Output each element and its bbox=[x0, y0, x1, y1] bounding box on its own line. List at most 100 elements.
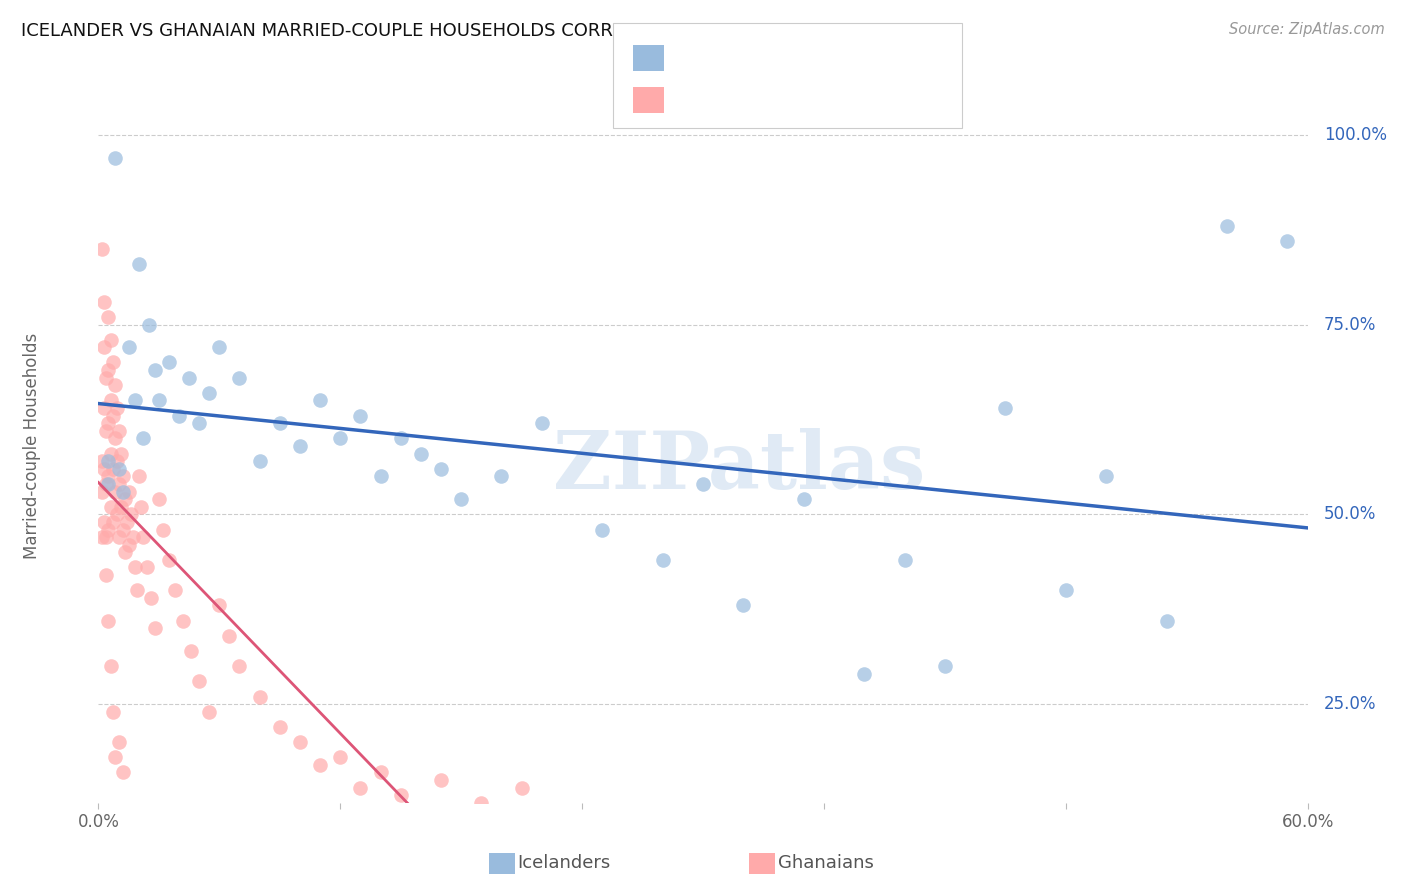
Point bbox=[163, 583, 186, 598]
Point bbox=[269, 720, 291, 734]
Point bbox=[97, 469, 120, 483]
Point bbox=[143, 363, 166, 377]
Point bbox=[111, 765, 134, 780]
Point bbox=[105, 454, 128, 468]
Point bbox=[103, 151, 125, 165]
Point bbox=[188, 674, 211, 689]
Text: R = 0.238: R = 0.238 bbox=[678, 49, 768, 67]
Point bbox=[111, 469, 134, 483]
Point bbox=[114, 492, 136, 507]
Point bbox=[107, 462, 129, 476]
Text: ICELANDER VS GHANAIAN MARRIED-COUPLE HOUSEHOLDS CORRELATION CHART: ICELANDER VS GHANAIAN MARRIED-COUPLE HOU… bbox=[21, 22, 756, 40]
Text: 50.0%: 50.0% bbox=[1323, 506, 1376, 524]
Point bbox=[110, 447, 132, 461]
Point bbox=[143, 621, 166, 635]
Point bbox=[370, 765, 392, 780]
Point bbox=[651, 553, 673, 567]
Point bbox=[101, 355, 124, 369]
Text: R = 0.232: R = 0.232 bbox=[678, 91, 768, 109]
Point bbox=[228, 370, 250, 384]
Text: N = 83: N = 83 bbox=[811, 91, 879, 109]
Point bbox=[470, 796, 492, 810]
Point bbox=[510, 780, 533, 795]
Point bbox=[129, 500, 152, 514]
Point bbox=[107, 424, 129, 438]
Point bbox=[180, 644, 202, 658]
Point bbox=[349, 780, 371, 795]
Point bbox=[97, 454, 120, 468]
Point bbox=[893, 553, 915, 567]
Point bbox=[269, 416, 291, 430]
Point bbox=[349, 409, 371, 423]
Point bbox=[120, 508, 142, 522]
Point bbox=[100, 659, 122, 673]
Point bbox=[128, 257, 150, 271]
Point bbox=[125, 583, 148, 598]
Point bbox=[96, 424, 118, 438]
Point bbox=[100, 447, 122, 461]
Point bbox=[103, 484, 125, 499]
Point bbox=[100, 393, 122, 408]
Point bbox=[288, 735, 311, 749]
Point bbox=[1277, 234, 1299, 248]
Point bbox=[96, 477, 118, 491]
Point bbox=[450, 492, 472, 507]
Point bbox=[132, 431, 155, 445]
Text: N = 46: N = 46 bbox=[811, 49, 879, 67]
Point bbox=[103, 431, 125, 445]
Point bbox=[100, 500, 122, 514]
Text: 100.0%: 100.0% bbox=[1323, 126, 1386, 144]
Point bbox=[198, 385, 221, 400]
Point bbox=[111, 484, 134, 499]
Text: Married-couple Households: Married-couple Households bbox=[22, 333, 41, 559]
Point bbox=[491, 469, 513, 483]
Point bbox=[1054, 583, 1077, 598]
Point bbox=[138, 318, 160, 332]
Point bbox=[93, 340, 115, 354]
Point bbox=[139, 591, 162, 605]
Point bbox=[93, 462, 115, 476]
Point bbox=[115, 515, 138, 529]
Point bbox=[97, 310, 120, 324]
Text: 25.0%: 25.0% bbox=[1323, 695, 1376, 713]
Point bbox=[177, 370, 201, 384]
Text: ZIPatlas: ZIPatlas bbox=[553, 428, 925, 507]
Point bbox=[309, 393, 332, 408]
Point bbox=[100, 333, 122, 347]
Point bbox=[218, 629, 240, 643]
Point bbox=[934, 659, 956, 673]
Point bbox=[97, 614, 120, 628]
Point bbox=[1216, 219, 1239, 233]
Point bbox=[329, 750, 352, 764]
Point bbox=[93, 294, 115, 309]
Point bbox=[389, 431, 412, 445]
Point bbox=[208, 599, 231, 613]
Point bbox=[389, 788, 412, 802]
Point bbox=[430, 462, 453, 476]
Point bbox=[249, 690, 271, 704]
Point bbox=[118, 538, 141, 552]
Text: Icelanders: Icelanders bbox=[517, 855, 610, 872]
Point bbox=[97, 477, 120, 491]
Point bbox=[103, 378, 125, 392]
Point bbox=[152, 523, 174, 537]
Point bbox=[793, 492, 815, 507]
Point bbox=[188, 416, 211, 430]
Point bbox=[167, 409, 190, 423]
Point bbox=[105, 401, 128, 415]
Point bbox=[430, 772, 453, 787]
Point bbox=[101, 409, 124, 423]
Point bbox=[228, 659, 250, 673]
Point bbox=[208, 340, 231, 354]
Point bbox=[96, 370, 118, 384]
Text: Ghanaians: Ghanaians bbox=[778, 855, 873, 872]
Point bbox=[370, 469, 392, 483]
Point bbox=[591, 523, 613, 537]
Point bbox=[530, 416, 553, 430]
Point bbox=[409, 447, 432, 461]
Point bbox=[107, 735, 129, 749]
Point bbox=[96, 530, 118, 544]
Point bbox=[101, 705, 124, 719]
Point bbox=[157, 355, 180, 369]
Point bbox=[124, 560, 146, 574]
